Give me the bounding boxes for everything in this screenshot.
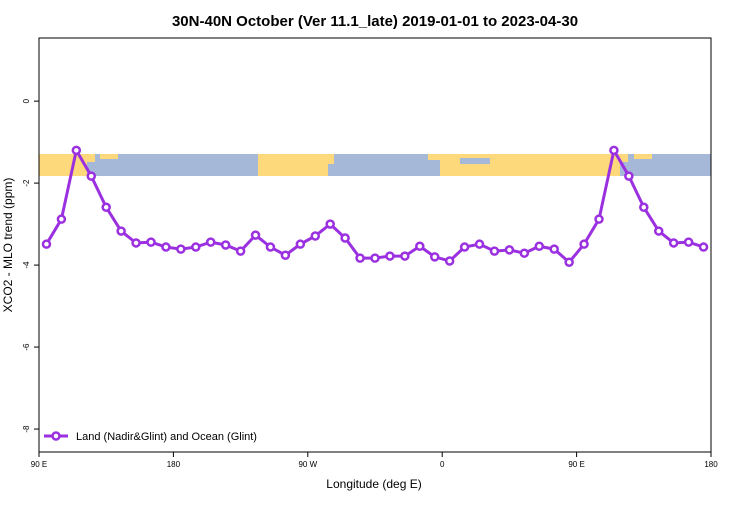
data-point xyxy=(101,202,111,213)
data-point xyxy=(519,248,530,258)
data-point xyxy=(280,250,291,260)
data-point xyxy=(489,246,500,256)
data-point xyxy=(400,251,410,261)
data-point xyxy=(220,240,231,250)
plot-frame xyxy=(38,37,712,453)
data-point xyxy=(176,244,186,254)
x-tick-label: 180 xyxy=(704,460,718,469)
data-point xyxy=(191,242,201,252)
data-point xyxy=(41,239,52,249)
data-point xyxy=(235,246,246,256)
data-point xyxy=(131,238,141,248)
data-point xyxy=(146,237,156,247)
y-tick-label: -2 xyxy=(22,179,31,187)
data-point xyxy=(609,145,619,156)
x-axis-label: Longitude (deg E) xyxy=(326,477,421,491)
data-point xyxy=(564,257,574,267)
x-tick-label: 90 E xyxy=(31,460,47,469)
y-tick-label: -8 xyxy=(22,425,31,433)
data-point xyxy=(86,171,97,181)
y-tick-label: -6 xyxy=(22,343,31,351)
data-point xyxy=(429,252,440,262)
data-point xyxy=(474,239,485,249)
legend-marker xyxy=(51,431,61,441)
data-point xyxy=(534,241,545,251)
data-point xyxy=(205,237,216,247)
data-point xyxy=(71,145,82,156)
y-tick-label: -4 xyxy=(22,261,31,269)
data-point xyxy=(56,214,67,224)
data-point xyxy=(668,238,679,248)
data-point xyxy=(370,253,380,263)
data-point xyxy=(295,239,306,249)
data-point xyxy=(653,226,664,236)
legend-label: Land (Nadir&Glint) and Ocean (Glint) xyxy=(76,431,257,443)
data-point xyxy=(639,202,649,213)
data-point xyxy=(698,242,709,252)
y-tick-label: 0 xyxy=(22,98,31,103)
chart-title: 30N-40N October (Ver 11.1_late) 2019-01-… xyxy=(172,13,578,30)
x-tick-label: 180 xyxy=(167,460,181,469)
data-point xyxy=(355,253,365,263)
data-point xyxy=(459,242,470,252)
data-point xyxy=(116,226,126,236)
y-axis-label: XCO2 - MLO trend (ppm) xyxy=(1,178,15,313)
data-point xyxy=(340,233,350,243)
x-tick-label: 0 xyxy=(440,460,445,469)
x-tick-label: 90 W xyxy=(298,460,317,469)
data-point xyxy=(579,239,589,249)
data-point xyxy=(683,237,694,247)
data-point xyxy=(250,230,261,240)
data-point xyxy=(265,242,276,252)
data-point xyxy=(415,241,425,251)
x-tick-label: 90 E xyxy=(568,460,584,469)
data-point xyxy=(504,245,515,255)
data-point xyxy=(385,251,395,261)
data-point xyxy=(310,231,321,241)
data-point xyxy=(594,214,604,224)
data-point xyxy=(325,219,335,229)
data-point xyxy=(624,171,634,181)
data-point xyxy=(444,256,455,266)
map-band xyxy=(39,154,711,176)
data-point xyxy=(161,242,171,252)
data-point xyxy=(549,244,559,254)
